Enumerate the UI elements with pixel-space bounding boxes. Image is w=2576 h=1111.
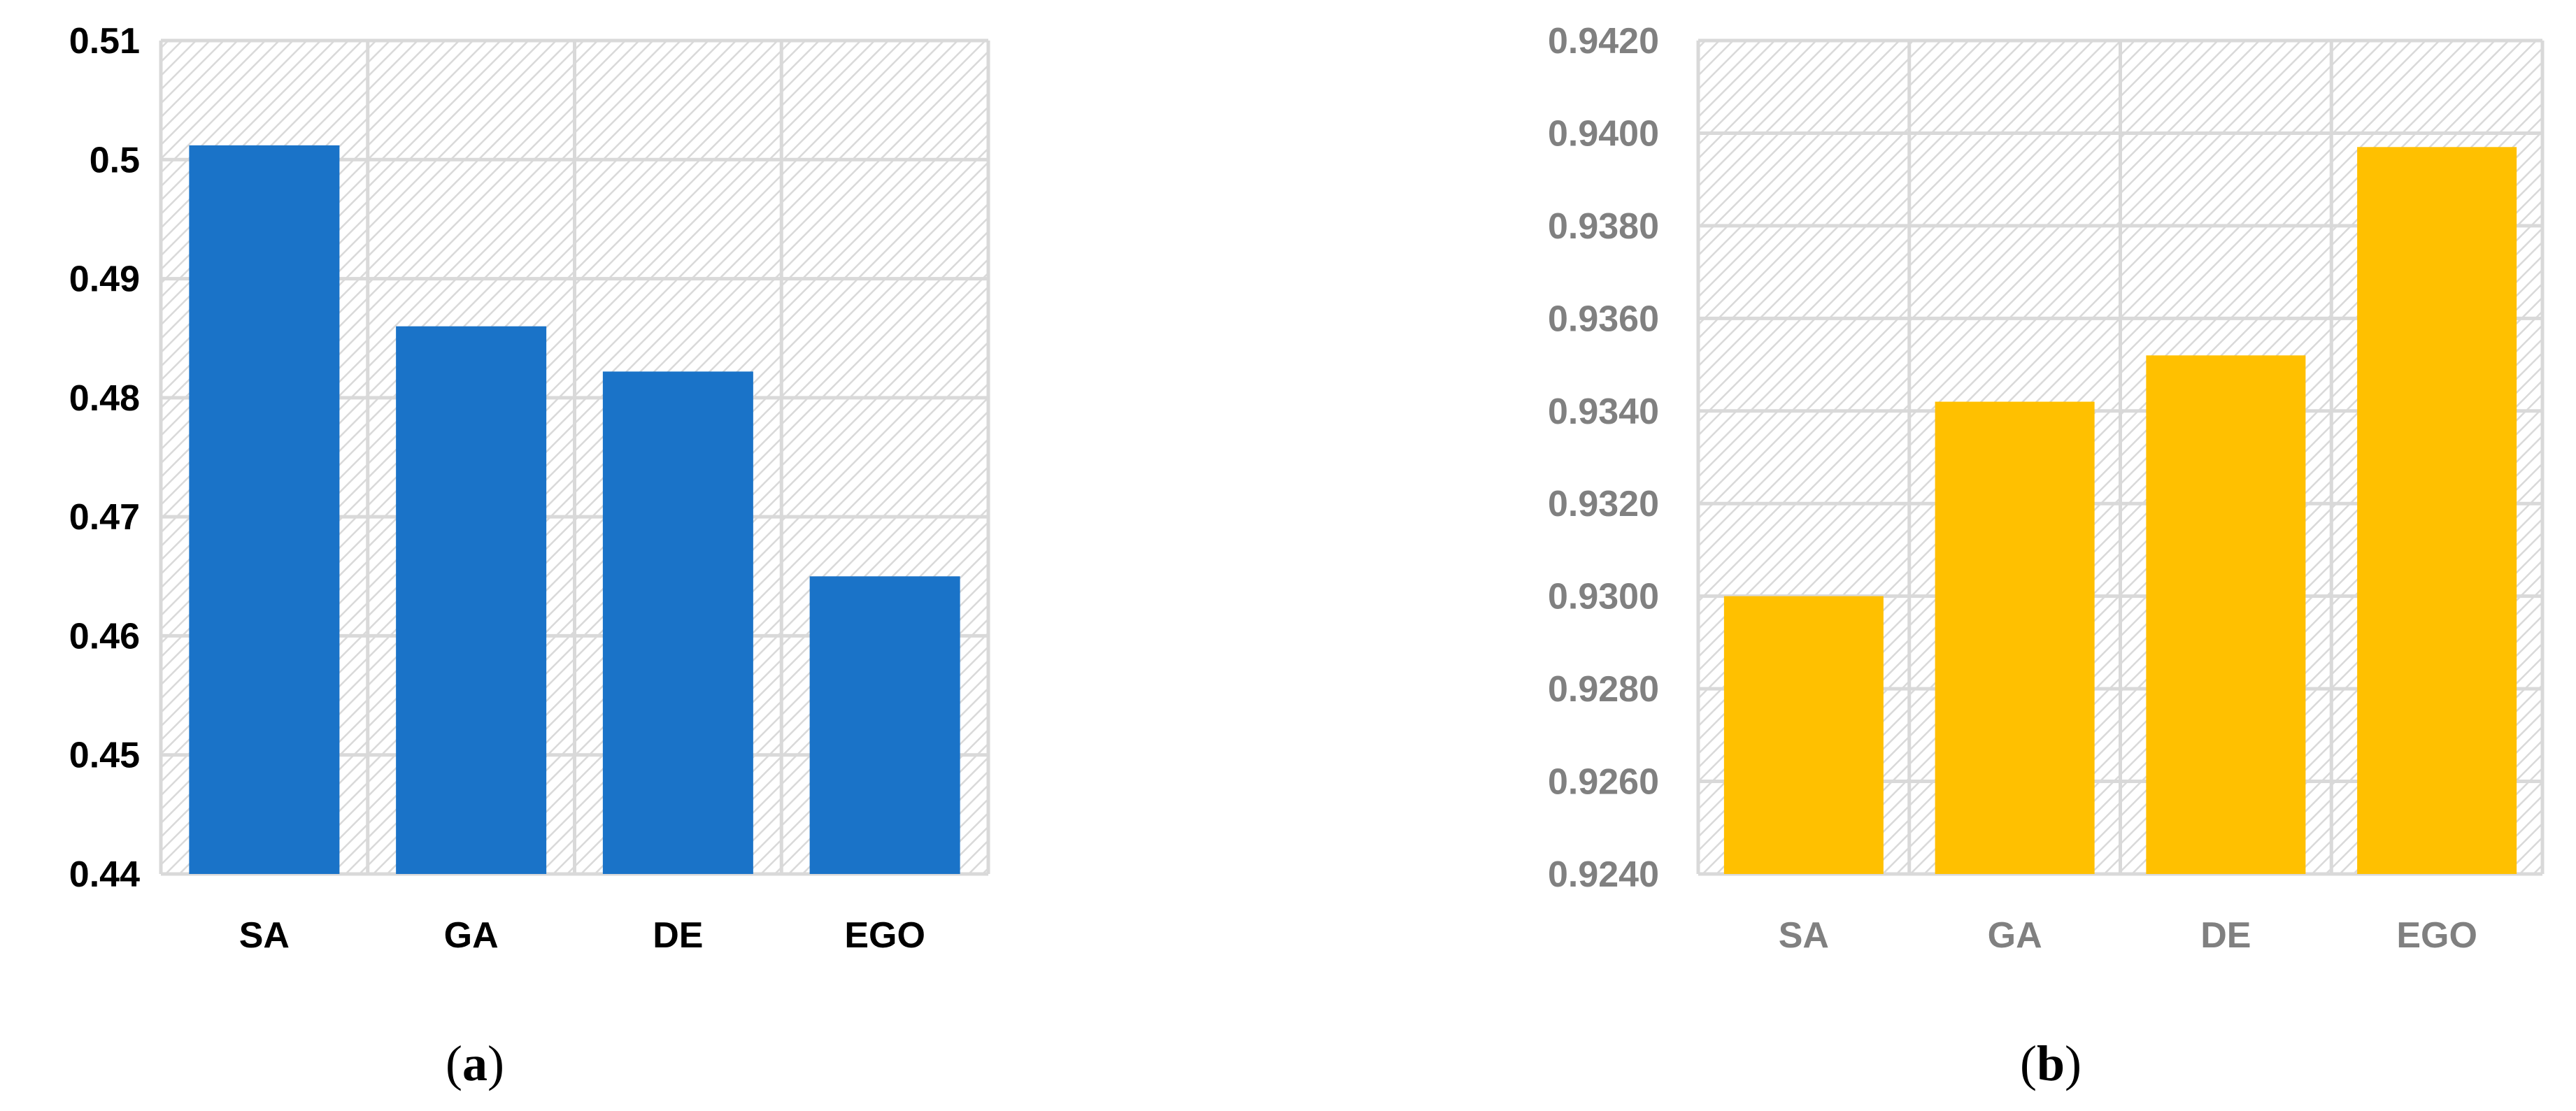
x-tick-label: GA bbox=[1988, 915, 2042, 956]
bar-sa bbox=[1723, 596, 1884, 874]
bar-ga bbox=[396, 326, 547, 875]
x-tick-label: DE bbox=[2200, 915, 2251, 956]
y-tick-label: 0.44 bbox=[69, 854, 140, 895]
bar-ga bbox=[1935, 401, 2095, 874]
y-tick-label: 0.47 bbox=[69, 497, 140, 538]
chart-b: 0.9240 0.9260 0.9280 0.9300 0.9320 0.9340 0.93… bbox=[1548, 21, 2545, 956]
x-tick-label: EGO bbox=[2396, 915, 2477, 956]
y-tick-label: 0.9360 bbox=[1548, 299, 1659, 339]
bar-de bbox=[602, 371, 753, 874]
y-tick-label: 0.9320 bbox=[1548, 484, 1659, 524]
bar-sa bbox=[189, 145, 340, 874]
bar-ego bbox=[809, 576, 960, 874]
x-tick-label: EGO bbox=[844, 915, 925, 956]
y-tick-label: 0.5 bbox=[90, 140, 140, 180]
y-tick-label: 0.48 bbox=[69, 378, 140, 419]
y-tick-label: 0.51 bbox=[69, 21, 140, 62]
y-tick-label: 0.46 bbox=[69, 616, 140, 657]
x-tick-label: DE bbox=[653, 915, 703, 956]
y-tick-label: 0.9400 bbox=[1548, 113, 1659, 154]
y-tick-label: 0.9380 bbox=[1548, 206, 1659, 247]
x-tick-label: SA bbox=[239, 915, 290, 956]
y-tick-label: 0.45 bbox=[69, 736, 140, 776]
y-tick-label: 0.9280 bbox=[1548, 669, 1659, 710]
x-tick-label: SA bbox=[1779, 915, 1829, 956]
y-tick-label: 0.9300 bbox=[1548, 577, 1659, 617]
caption-a: (a) bbox=[446, 1035, 504, 1091]
y-tick-label: 0.9340 bbox=[1548, 392, 1659, 432]
y-tick-label: 0.9240 bbox=[1548, 854, 1659, 895]
caption-b: (b) bbox=[2020, 1035, 2082, 1091]
y-tick-label: 0.49 bbox=[69, 259, 140, 300]
bar-de bbox=[2146, 355, 2306, 874]
x-tick-label: GA bbox=[444, 915, 499, 956]
y-tick-label: 0.9420 bbox=[1548, 21, 1659, 62]
y-tick-label: 0.9260 bbox=[1548, 762, 1659, 803]
chart-a: 0.44 0.45 0.46 0.47 0.48 0.49 0.5 0.51 SA GA DE EGO bbox=[69, 21, 990, 956]
bar-ego bbox=[2357, 147, 2517, 874]
